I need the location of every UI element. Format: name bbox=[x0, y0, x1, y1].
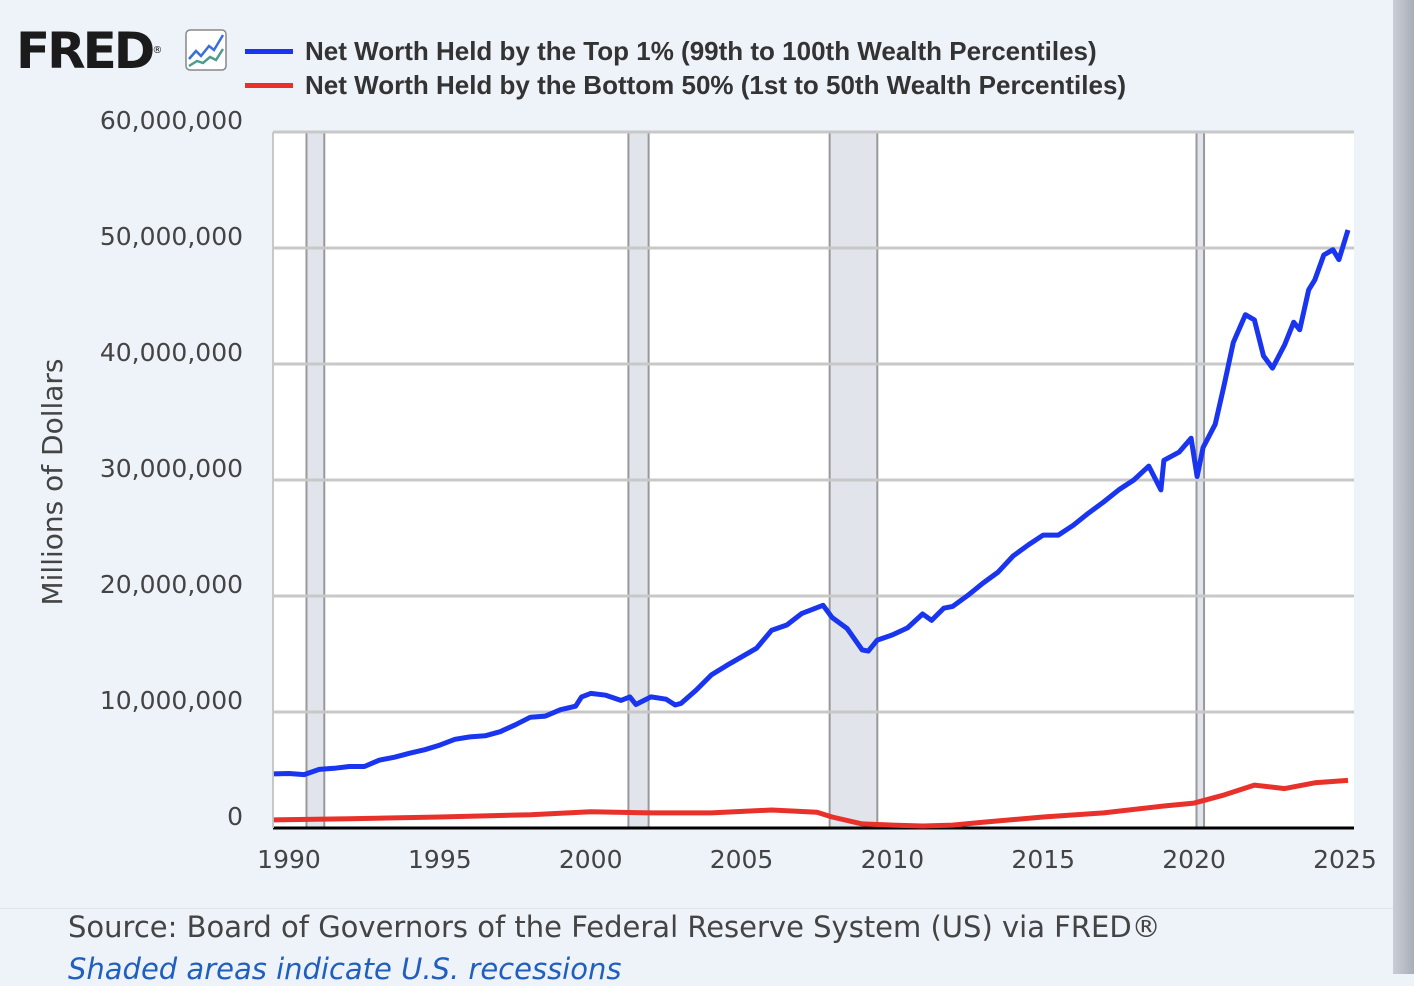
divider bbox=[0, 908, 1393, 909]
recession-note-link[interactable]: Shaded areas indicate U.S. recessions bbox=[68, 952, 622, 986]
legend-swatch-blue bbox=[245, 48, 293, 54]
x-tick-label: 2010 bbox=[861, 845, 925, 874]
chart-icon[interactable] bbox=[185, 29, 227, 71]
y-tick-label: 0 bbox=[227, 802, 243, 831]
y-tick-label: 60,000,000 bbox=[100, 106, 243, 135]
legend-label: Net Worth Held by the Bottom 50% (1st to… bbox=[305, 69, 1127, 100]
x-tick-label: 2020 bbox=[1162, 845, 1226, 874]
fred-logo[interactable]: FRED® bbox=[16, 22, 163, 80]
y-tick-label: 40,000,000 bbox=[100, 338, 243, 367]
series-line-bottom-50 bbox=[273, 777, 1349, 829]
legend-item-bottom-50[interactable]: Net Worth Held by the Bottom 50% (1st to… bbox=[245, 70, 1126, 100]
line-chart: 0 10,000,000 20,000,000 30,000,000 40,000,00… bbox=[36, 106, 1377, 874]
scrollbar[interactable] bbox=[1393, 0, 1414, 974]
legend-label: Net Worth Held by the Top 1% (99th to 10… bbox=[305, 35, 1097, 66]
y-tick-label: 20,000,000 bbox=[100, 570, 243, 599]
source-text: Source: Board of Governors of the Federa… bbox=[68, 910, 1161, 944]
y-tick-label: 10,000,000 bbox=[100, 686, 243, 715]
x-tick-label: 1995 bbox=[408, 845, 472, 874]
x-tick-label: 2015 bbox=[1011, 845, 1075, 874]
legend-item-top-1[interactable]: Net Worth Held by the Top 1% (99th to 10… bbox=[245, 36, 1097, 66]
y-tick-label: 30,000,000 bbox=[100, 454, 243, 483]
x-tick-label: 2000 bbox=[559, 845, 623, 874]
x-tick-label: 2025 bbox=[1313, 845, 1377, 874]
y-axis-label: Millions of Dollars bbox=[36, 358, 69, 605]
y-tick-label: 50,000,000 bbox=[100, 222, 243, 251]
x-tick-label: 1990 bbox=[257, 845, 321, 874]
series-line-top-1 bbox=[273, 229, 1351, 778]
legend-swatch-red bbox=[245, 82, 293, 88]
x-tick-label: 2005 bbox=[710, 845, 774, 874]
